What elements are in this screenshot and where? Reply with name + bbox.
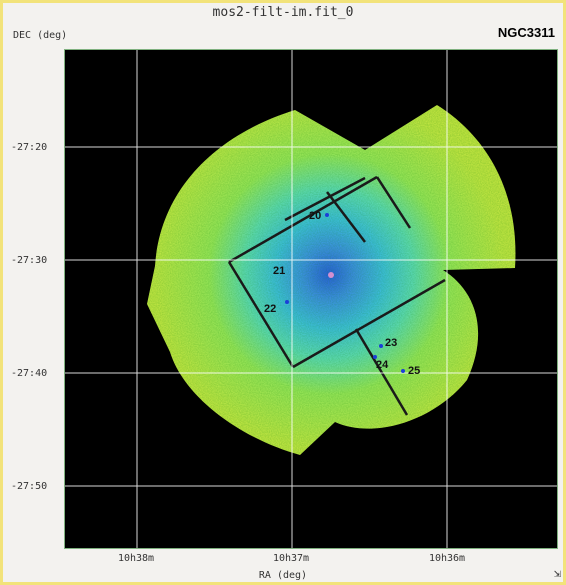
y-tick-label: -27:20 <box>11 142 48 153</box>
x-tick-label: 10h36m <box>428 553 466 564</box>
image-canvas[interactable]: 20 21 22 23 24 25 <box>64 49 558 549</box>
y-tick-label: -27:30 <box>11 255 48 266</box>
source-marker[interactable] <box>285 300 289 304</box>
x-tick-label: 10h38m <box>117 553 155 564</box>
source-label: 21 <box>273 265 285 277</box>
source-label: 23 <box>385 337 397 349</box>
source-marker[interactable] <box>401 369 405 373</box>
source-marker[interactable] <box>373 355 377 359</box>
resize-corner-icon[interactable]: ⇲ <box>553 566 561 580</box>
y-tick-label: -27:50 <box>11 481 48 492</box>
window-title: mos2-filt-im.fit_0 <box>212 5 354 20</box>
chip-gaps <box>227 175 446 416</box>
source-label: 22 <box>264 303 276 315</box>
source-label: 24 <box>376 359 389 371</box>
source-marker[interactable] <box>325 213 329 217</box>
y-axis-label: DEC (deg) <box>13 30 68 41</box>
source-marker[interactable] <box>379 344 383 348</box>
x-tick-label: 10h37m <box>272 553 310 564</box>
source-label: 20 <box>309 210 321 222</box>
x-axis-label: RA (deg) <box>258 570 308 581</box>
source-label: 25 <box>408 365 420 377</box>
coordinate-grid <box>65 50 557 548</box>
xray-image: 20 21 22 23 24 25 <box>65 50 557 548</box>
target-label: NGC3311 <box>497 25 555 40</box>
y-tick-label: -27:40 <box>11 368 48 379</box>
